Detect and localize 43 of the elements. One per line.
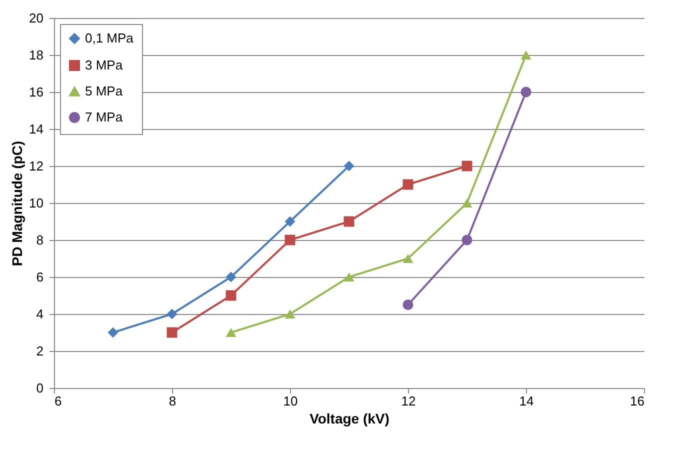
x-axis-title: Voltage (kV) [310, 410, 390, 426]
point [462, 198, 472, 208]
point [520, 50, 532, 60]
point [166, 327, 178, 338]
legend-label: 0,1 MPa [85, 30, 134, 46]
y-tick-label: 20 [29, 10, 44, 26]
point [402, 254, 414, 264]
x-tick-label: 8 [168, 394, 176, 408]
legend-label: 3 MPa [85, 58, 124, 72]
x-tick-label: 10 [283, 394, 298, 408]
point [284, 309, 296, 319]
point [402, 179, 414, 190]
x-tick-label: 12 [401, 394, 416, 408]
y-tick-label: 14 [29, 122, 44, 136]
point [462, 234, 472, 246]
x-tick-label: 6 [54, 394, 62, 408]
point [166, 308, 178, 320]
point [108, 327, 118, 338]
y-tick-label: 10 [29, 196, 44, 210]
point [226, 272, 236, 282]
x-tick-label: 14 [519, 394, 534, 408]
point [226, 290, 236, 301]
point [520, 86, 532, 98]
x-tick-label: 16 [630, 394, 644, 408]
point [462, 160, 472, 172]
point [226, 328, 236, 338]
legend-label: 7 MPa [85, 110, 124, 124]
y-tick-label: 4 [36, 306, 44, 322]
y-tick-label: 2 [36, 344, 44, 358]
y-tick-label: 8 [36, 232, 44, 248]
y-tick-label: 0 [36, 380, 44, 396]
y-tick-label: 18 [29, 48, 44, 62]
point [284, 234, 296, 246]
y-tick-label: 12 [29, 158, 44, 174]
y-tick-label: 6 [36, 270, 44, 284]
point [344, 272, 354, 282]
point [344, 216, 354, 227]
point [344, 160, 354, 172]
point [284, 216, 296, 227]
y-axis-title: PD Magnitude (pC) [9, 140, 26, 266]
y-tick-label: 16 [29, 84, 44, 100]
legend-label: 5 MPa [85, 84, 124, 98]
point [402, 300, 414, 310]
